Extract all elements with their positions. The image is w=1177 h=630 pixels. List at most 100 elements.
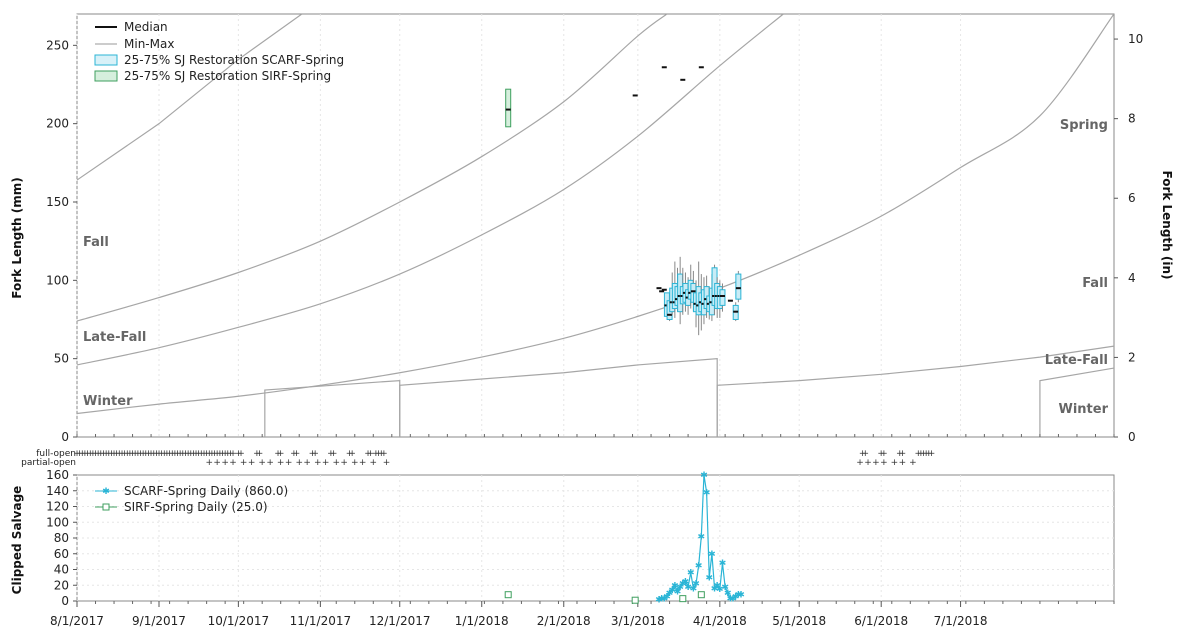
full-open-mark: + [372,449,380,459]
full-open-mark: + [94,449,102,459]
partial-open-label: partial-open [21,458,76,468]
maturity-curve [1039,367,1114,437]
scarf-daily-point: ✱ [713,581,721,591]
salvage-y-tick-label: 160 [46,468,69,482]
partial-open-mark: + [258,458,266,468]
full-open-label: full-open [36,449,76,459]
date-x-tick-label: 3/1/2018 [611,614,665,628]
maturity-curve [77,14,303,181]
sirf-daily-point [504,591,512,599]
date-x-tick-label: 12/1/2017 [369,614,431,628]
maturity-curve [716,345,1114,437]
full-open-mark: + [348,449,356,459]
partial-open-mark: + [332,458,340,468]
full-open-mark: + [277,449,285,459]
scarf-daily-point: ✱ [687,569,695,579]
date-x-tick-label: 7/1/2018 [934,614,988,628]
full-open-mark: + [899,449,907,459]
full-open-mark: + [213,449,221,459]
full-open-mark: + [229,449,237,459]
legend-median-label: Median [124,20,168,34]
operations-marks: ++++++++++++++++++++++++++++++++++++++++… [73,449,935,468]
scarf-daily-point: ✱ [721,583,729,593]
salvage-y-tick-label: 60 [54,547,69,561]
date-x-tick-label: 2/1/2018 [537,614,591,628]
full-open-mark: + [116,449,124,459]
full-open-mark: + [73,449,81,459]
legend-sirf-daily-label: SIRF-Spring Daily (25.0) [124,500,268,514]
legend-sirf-swatch [94,70,118,82]
scarf-daily-point: ✱ [690,584,698,594]
full-open-mark: + [153,449,161,459]
scarf-box [735,273,742,300]
fork-length-boxes [505,66,742,336]
full-open-mark: + [219,449,227,459]
right-y-tick-label: 10 [1128,32,1143,46]
full-open-mark: + [182,449,190,459]
partial-open-mark: + [351,458,359,468]
date-x-tick-label: 9/1/2017 [132,614,186,628]
right-y-tick-label: 2 [1128,350,1136,364]
full-open-mark: + [256,449,264,459]
full-open-mark: + [134,449,142,459]
partial-open-mark: + [314,458,322,468]
full-open-mark: + [327,449,335,459]
scarf-daily-point: ✱ [695,562,703,572]
region-label-late-fall-right: Late-Fall [1045,353,1108,368]
full-open-mark: + [205,449,213,459]
scarf-daily-point: ✱ [727,595,735,605]
maturity-curve [399,358,718,437]
full-open-mark: + [917,449,925,459]
full-open-mark: + [147,449,155,459]
full-open-mark: + [208,449,216,459]
date-x-tick-label: 4/1/2018 [693,614,747,628]
partial-open-mark: + [285,458,293,468]
partial-open-mark: + [856,458,864,468]
full-open-mark: + [145,449,153,459]
scarf-daily-point: ✱ [719,559,727,569]
full-open-mark: + [118,449,126,459]
full-open-mark: + [211,449,219,459]
full-open-mark: + [290,449,298,459]
full-open-mark: + [81,449,89,459]
salvage-y-tick-label: 140 [46,484,69,498]
full-open-mark: + [100,449,108,459]
scarf-daily-point: ✱ [737,591,745,601]
scarf-daily-point: ✱ [682,577,690,587]
full-open-mark: + [862,449,870,459]
partial-open-mark: + [891,458,899,468]
bottom-legend: ✱ SCARF-Spring Daily (860.0) SIRF-Spring… [95,484,288,514]
sirf-box [505,88,512,128]
top-legend: Median Min-Max 25-75% SJ Restoration SCA… [94,20,344,83]
region-label-spring-right: Spring [1060,118,1108,133]
scarf-daily-point: ✱ [692,580,700,590]
partial-open-mark: + [872,458,880,468]
full-open-mark: + [139,449,147,459]
full-open-mark: + [896,449,904,459]
region-label-fall-left: Fall [83,235,109,250]
full-open-mark: + [163,449,171,459]
full-open-mark: + [179,449,187,459]
partial-open-mark: + [899,458,907,468]
scarf-daily-point: ✱ [666,589,674,599]
full-open-mark: + [79,449,87,459]
right-y-tick-label: 6 [1128,191,1136,205]
full-open-mark: + [235,449,243,459]
full-open-mark: + [84,449,92,459]
full-open-mark: + [129,449,137,459]
full-open-mark: + [97,449,105,459]
full-open-mark: + [237,449,245,459]
scarf-daily-point: ✱ [663,592,671,602]
top-gridlines [76,14,962,437]
full-open-mark: + [203,449,211,459]
full-open-mark: + [108,449,116,459]
left-y-tick-label: 200 [46,117,69,131]
partial-open-mark: + [295,458,303,468]
maturity-curve [77,14,784,366]
salvage-y-tick-label: 100 [46,515,69,529]
full-open-mark: + [346,449,354,459]
full-open-mark: + [920,449,928,459]
top-x-ticks [76,434,1115,437]
